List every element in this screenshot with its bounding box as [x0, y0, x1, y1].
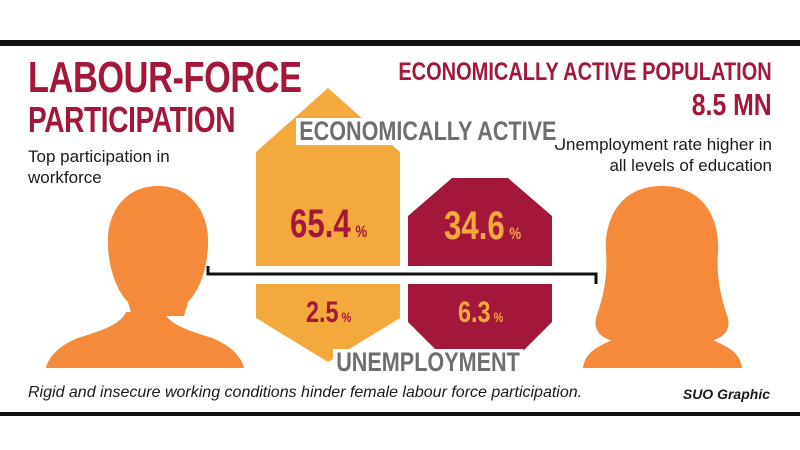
- top-rule: [0, 40, 800, 46]
- active-female-number: 34.6: [444, 204, 505, 248]
- population-label: ECONOMICALLY ACTIVE POPULATION: [398, 58, 772, 86]
- unemployment-female-shape: [408, 284, 552, 354]
- active-male-value: 65.4%: [290, 204, 367, 244]
- unemployment-female-unit: %: [493, 309, 504, 325]
- unemployment-male-shape: [256, 284, 400, 362]
- economically-active-label: ECONOMICALLY ACTIVE: [296, 118, 560, 145]
- footer-caption: Rigid and insecure working conditions hi…: [28, 384, 583, 401]
- unemployment-female-value: 6.3%: [458, 298, 503, 328]
- population-value: 8.5 MN: [692, 87, 772, 122]
- left-subtitle: Top participation in workforce: [28, 147, 170, 187]
- active-female-unit: %: [509, 224, 522, 243]
- right-subtitle: Unemployment rate higher in all levels o…: [553, 135, 772, 175]
- active-female-value: 34.6%: [444, 206, 521, 246]
- female-silhouette-icon: [583, 186, 742, 368]
- unemployment-female-number: 6.3: [458, 296, 491, 329]
- unemployment-male-value: 2.5%: [306, 298, 351, 328]
- male-silhouette-icon: [46, 186, 244, 368]
- page-title: LABOUR-FORCE PARTICIPATION: [28, 56, 302, 138]
- active-male-number: 65.4: [290, 202, 351, 246]
- female-shoulders: [583, 320, 742, 368]
- male-shoulders: [46, 312, 244, 368]
- title-line-2: PARTICIPATION: [28, 99, 236, 140]
- unemployment-male-number: 2.5: [306, 296, 339, 329]
- population-heading: ECONOMICALLY ACTIVE POPULATION 8.5 MN: [398, 58, 772, 122]
- active-female-shape: [408, 178, 552, 266]
- connector-line: [206, 266, 598, 284]
- female-hair: [595, 186, 729, 340]
- bottom-rule: [0, 412, 800, 416]
- unemployment-male-unit: %: [341, 309, 352, 325]
- active-male-unit: %: [355, 222, 368, 241]
- title-line-1: LABOUR-FORCE: [28, 53, 302, 102]
- male-head: [107, 186, 209, 316]
- graphic-credit: SUO Graphic: [682, 386, 770, 402]
- unemployment-label: UNEMPLOYMENT: [333, 349, 523, 376]
